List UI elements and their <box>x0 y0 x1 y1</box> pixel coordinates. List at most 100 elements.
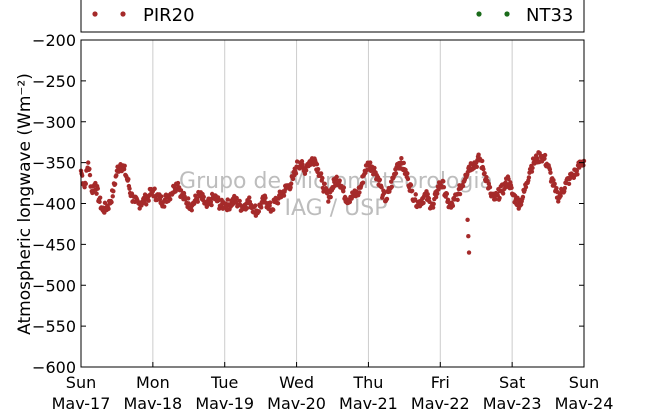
data-point <box>433 194 439 200</box>
data-point <box>581 163 586 168</box>
data-point <box>162 204 167 209</box>
data-point <box>466 234 471 239</box>
x-axis-ticks: Sun Mav-17 Mon Mav-18 Tue Mav-19 Wed Mav-20 Thu M… <box>52 362 613 409</box>
x-tick-label-date: Mav-18 <box>123 394 182 409</box>
data-point <box>542 152 548 158</box>
data-point <box>237 198 242 204</box>
data-point <box>259 205 264 210</box>
legend-nt33-marker-1 <box>476 11 482 17</box>
x-tick-label-date: Mav-23 <box>483 394 542 409</box>
data-point <box>171 183 176 189</box>
data-point <box>444 191 450 197</box>
data-point <box>412 198 417 203</box>
data-point <box>537 150 542 156</box>
data-point <box>347 199 353 205</box>
data-point <box>533 153 539 158</box>
data-point <box>293 171 299 176</box>
data-point <box>554 186 559 191</box>
x-tick-label-date: Mav-17 <box>52 394 111 409</box>
data-point <box>445 197 451 203</box>
data-point <box>530 165 535 171</box>
data-point <box>551 177 556 183</box>
data-point <box>97 199 102 205</box>
data-point <box>188 204 194 210</box>
data-point <box>441 179 446 184</box>
legend-pir20-marker-2 <box>120 11 126 17</box>
data-point <box>318 171 324 176</box>
data-point <box>500 191 506 196</box>
data-point <box>455 197 460 203</box>
data-point <box>425 192 430 197</box>
data-point <box>487 185 493 190</box>
y-tick-label: −550 <box>32 317 76 336</box>
data-point <box>336 180 342 185</box>
legend-nt33-label: NT33 <box>526 5 573 26</box>
data-point <box>413 192 418 197</box>
data-point <box>263 195 268 201</box>
data-point <box>358 185 363 190</box>
data-point <box>114 173 119 178</box>
data-point <box>119 168 124 174</box>
y-tick-label: −400 <box>32 195 76 214</box>
data-point <box>562 185 568 191</box>
data-point <box>404 174 409 180</box>
data-point <box>328 194 333 200</box>
data-point <box>87 166 92 172</box>
y-tick-label: −250 <box>32 72 76 91</box>
data-point <box>334 174 339 180</box>
data-point <box>494 191 500 196</box>
data-point <box>288 181 294 186</box>
data-point <box>234 195 239 201</box>
data-point <box>271 207 276 213</box>
x-tick-label-day: Mon <box>136 373 170 392</box>
data-point <box>184 200 190 206</box>
y-tick-label: −300 <box>32 113 76 132</box>
data-point <box>409 188 415 194</box>
data-point <box>393 171 399 176</box>
grid <box>152 40 513 367</box>
x-tick-label-day: Sun <box>66 373 96 392</box>
data-point <box>368 160 373 165</box>
data-point <box>145 195 151 200</box>
y-axis-label: Atmospheric longwave (Wm⁻²) <box>15 73 35 335</box>
data-point <box>389 184 394 190</box>
data-point <box>388 179 394 184</box>
data-point <box>201 194 206 200</box>
data-point <box>95 186 100 191</box>
x-tick-label-day: Tue <box>210 373 238 392</box>
data-point <box>460 183 466 189</box>
data-point <box>341 185 347 190</box>
data-point <box>159 194 164 199</box>
data-point <box>94 191 99 196</box>
data-point <box>87 172 93 178</box>
data-point <box>127 186 132 191</box>
data-point <box>281 193 287 198</box>
y-axis-ticks: −200 −250 −300 −350 −400 −450 −500 −550 −600 <box>32 31 584 377</box>
data-point <box>109 199 114 205</box>
legend-pir20-label: PIR20 <box>143 5 195 26</box>
data-point <box>209 202 214 208</box>
x-tick-label-date: Mav-20 <box>267 394 326 409</box>
x-tick-label-date: Mav-21 <box>339 394 398 409</box>
data-point <box>168 197 173 202</box>
data-point <box>122 163 127 169</box>
data-point <box>275 196 280 201</box>
data-point <box>435 191 440 196</box>
data-point <box>342 194 348 200</box>
data-point <box>405 171 410 176</box>
y-tick-label: −450 <box>32 235 76 254</box>
data-point <box>268 200 273 205</box>
data-point <box>83 181 88 186</box>
data-point <box>480 164 486 170</box>
data-point <box>529 169 535 174</box>
x-tick-label-day: Thu <box>352 373 383 392</box>
data-point <box>426 196 432 201</box>
y-tick-label: −200 <box>32 31 76 50</box>
x-tick-label-date: Mav-19 <box>195 394 254 409</box>
data-point <box>326 199 331 204</box>
data-point <box>97 195 103 200</box>
data-point <box>322 181 327 187</box>
data-point <box>185 196 191 201</box>
data-point <box>247 195 252 200</box>
